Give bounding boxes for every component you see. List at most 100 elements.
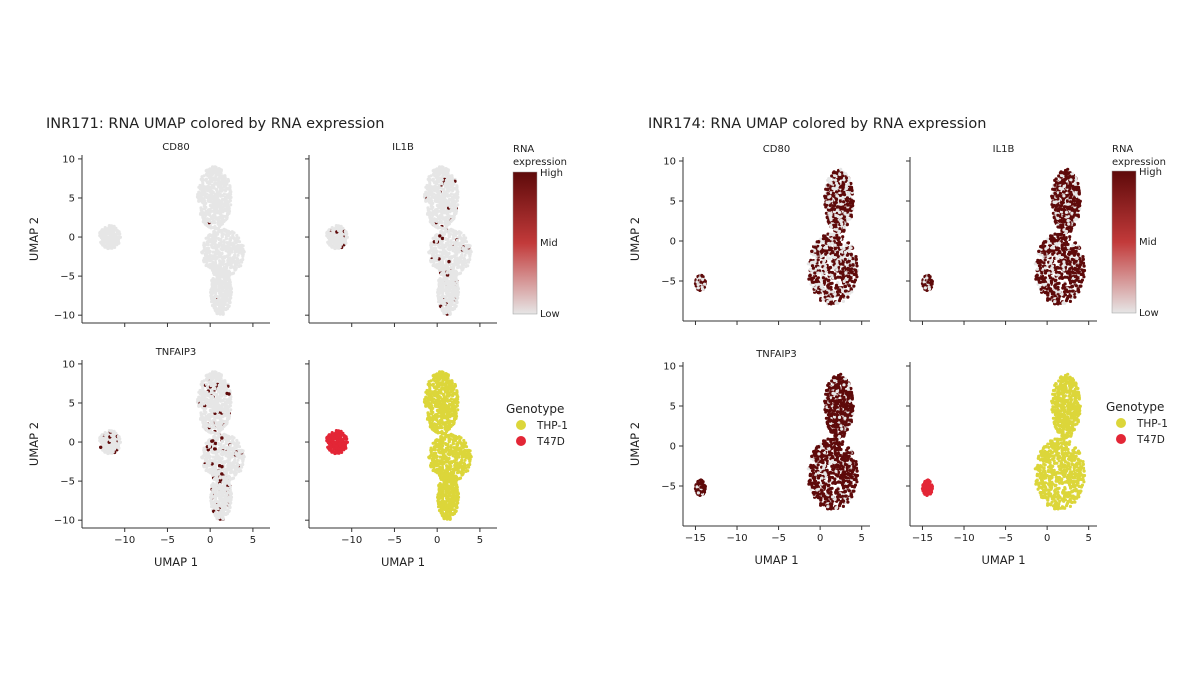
data-point xyxy=(208,167,212,171)
data-point xyxy=(331,436,335,440)
data-point xyxy=(232,244,236,248)
data-point xyxy=(208,213,212,217)
data-point xyxy=(226,285,230,289)
data-point xyxy=(204,172,209,176)
data-point xyxy=(446,216,450,220)
data-point xyxy=(455,287,459,291)
data-point xyxy=(232,255,236,259)
data-point xyxy=(101,442,105,446)
umap-panel-inr171-il1b: IL1B xyxy=(305,142,497,327)
data-point xyxy=(447,280,452,284)
data-point xyxy=(444,173,448,177)
data-point xyxy=(204,382,208,386)
data-point xyxy=(208,429,213,433)
data-point xyxy=(444,241,448,245)
data-point xyxy=(221,475,225,479)
data-point xyxy=(444,285,448,289)
data-point xyxy=(452,254,457,258)
data-point xyxy=(444,200,448,204)
data-point xyxy=(204,263,208,268)
data-point xyxy=(217,178,221,182)
data-point xyxy=(201,249,205,253)
data-point xyxy=(219,298,223,302)
data-point xyxy=(219,252,223,257)
data-point xyxy=(425,183,429,188)
data-point xyxy=(201,418,205,422)
data-point xyxy=(439,281,443,285)
data-point xyxy=(210,205,214,210)
data-point xyxy=(213,409,217,413)
data-point xyxy=(216,249,220,254)
data-point xyxy=(225,206,229,210)
data-point xyxy=(225,241,229,245)
data-point xyxy=(232,460,236,464)
data-point xyxy=(204,374,208,378)
data-point xyxy=(226,245,230,249)
data-point xyxy=(227,509,231,513)
data-point xyxy=(102,240,106,244)
data-point xyxy=(464,247,468,251)
data-point xyxy=(206,236,210,240)
data-point xyxy=(237,456,241,460)
data-point xyxy=(213,242,217,246)
data-point xyxy=(453,292,457,296)
data-point xyxy=(110,228,114,233)
data-point xyxy=(226,481,230,485)
data-point xyxy=(439,166,443,170)
data-point xyxy=(450,174,454,178)
data-point xyxy=(206,393,210,398)
data-point xyxy=(214,172,218,176)
data-point xyxy=(435,213,439,217)
data-point xyxy=(444,228,448,232)
data-point xyxy=(228,488,232,492)
data-point xyxy=(451,248,455,253)
data-point xyxy=(327,433,331,437)
data-point xyxy=(439,254,443,258)
data-point xyxy=(335,451,339,455)
data-point xyxy=(205,385,209,389)
data-point xyxy=(336,224,340,228)
data-point xyxy=(225,436,229,440)
data-point xyxy=(220,440,224,444)
data-point xyxy=(215,192,219,196)
data-point xyxy=(211,455,215,459)
data-point xyxy=(209,394,213,399)
data-point xyxy=(328,233,332,237)
legend-title: Genotype xyxy=(506,402,564,416)
data-point xyxy=(198,388,202,393)
legend-swatch-t47d xyxy=(516,436,526,446)
data-point xyxy=(430,186,434,190)
data-point xyxy=(442,192,446,196)
data-point xyxy=(336,429,340,433)
data-point xyxy=(226,276,230,280)
data-point xyxy=(453,276,457,280)
data-point xyxy=(117,241,121,245)
data-point xyxy=(210,473,215,477)
data-point xyxy=(437,173,441,177)
data-point xyxy=(201,213,205,217)
data-point xyxy=(210,183,214,187)
data-point xyxy=(225,254,230,258)
colorbar-high-label: High xyxy=(540,168,563,179)
data-point xyxy=(220,260,224,264)
data-point xyxy=(225,195,229,199)
data-point xyxy=(426,196,430,200)
data-point xyxy=(453,245,457,249)
data-point xyxy=(218,482,222,487)
data-point xyxy=(341,442,345,446)
data-point xyxy=(228,492,232,496)
data-point xyxy=(438,186,442,190)
data-point xyxy=(214,401,218,405)
data-point xyxy=(448,311,452,315)
data-point xyxy=(221,262,225,266)
data-point xyxy=(235,257,240,261)
y-axis-label: UMAP 2 xyxy=(27,217,41,261)
data-point xyxy=(446,185,450,189)
data-point xyxy=(206,401,210,405)
x-tick-label: 0 xyxy=(207,535,213,546)
data-point xyxy=(440,211,444,215)
data-point xyxy=(225,202,230,206)
data-point xyxy=(220,235,224,239)
data-point xyxy=(212,469,217,473)
